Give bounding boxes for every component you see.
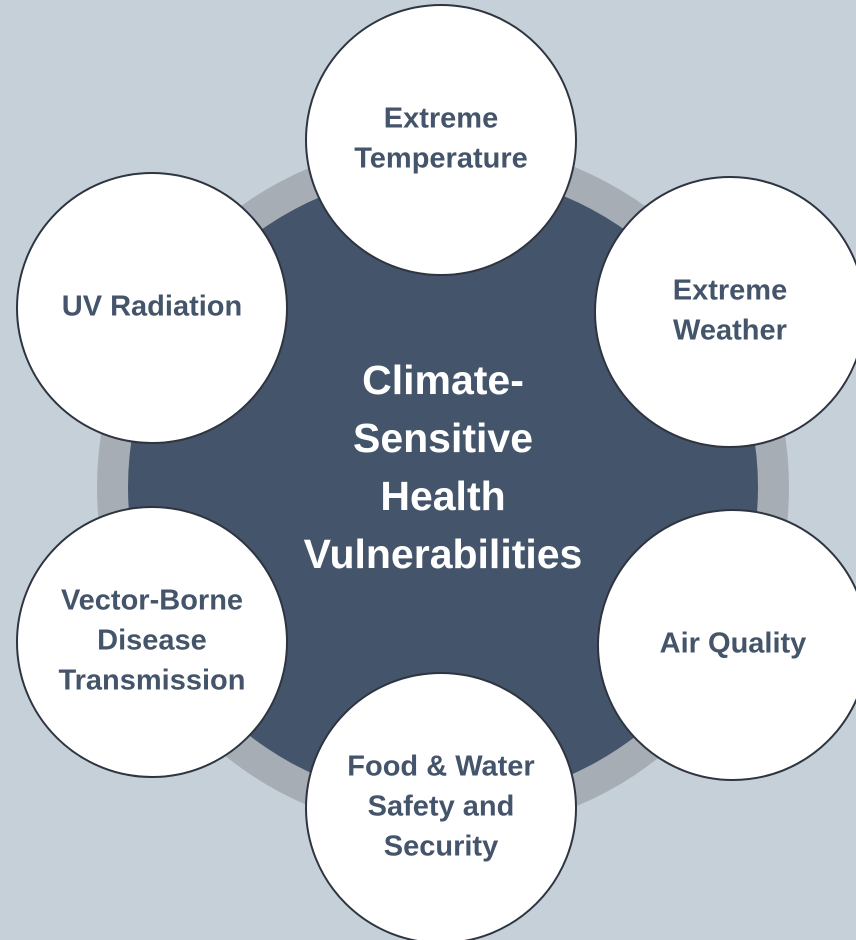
node-label: Disease — [97, 625, 207, 657]
node-label: Extreme — [673, 275, 787, 307]
node-label: Extreme — [384, 103, 498, 135]
node-circle — [305, 4, 577, 276]
node-label: Temperature — [354, 143, 528, 175]
center-label: Climate- — [362, 357, 524, 403]
center-label: Sensitive — [353, 415, 533, 461]
node-label: Security — [384, 831, 498, 863]
node-circle — [16, 506, 288, 778]
node-circle — [16, 172, 288, 444]
node-circle — [594, 176, 856, 448]
node-circle — [305, 672, 577, 940]
node-label: Food & Water — [347, 751, 534, 783]
center-label: Vulnerabilities — [304, 531, 583, 577]
node-circle — [597, 509, 856, 781]
center-label: Health — [380, 473, 505, 519]
node-label: Transmission — [59, 665, 246, 697]
node-label: Weather — [673, 315, 787, 347]
node-label: UV Radiation — [62, 291, 242, 323]
node-label: Safety and — [368, 791, 515, 823]
node-label: Vector-Borne — [61, 585, 243, 617]
node-label: Air Quality — [660, 628, 807, 660]
